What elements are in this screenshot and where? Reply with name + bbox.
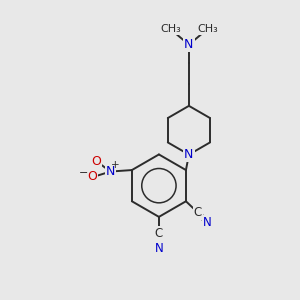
Text: N: N [184, 148, 194, 161]
Text: −: − [79, 168, 88, 178]
Text: +: + [111, 160, 120, 170]
Text: C: C [194, 206, 202, 219]
Text: N: N [203, 216, 212, 229]
Text: CH₃: CH₃ [197, 24, 218, 34]
Text: O: O [87, 170, 97, 183]
Text: O: O [91, 154, 101, 168]
Text: CH₃: CH₃ [160, 24, 181, 34]
Text: N: N [106, 165, 115, 178]
Text: C: C [155, 227, 163, 240]
Text: N: N [154, 242, 163, 255]
Text: N: N [184, 38, 194, 51]
